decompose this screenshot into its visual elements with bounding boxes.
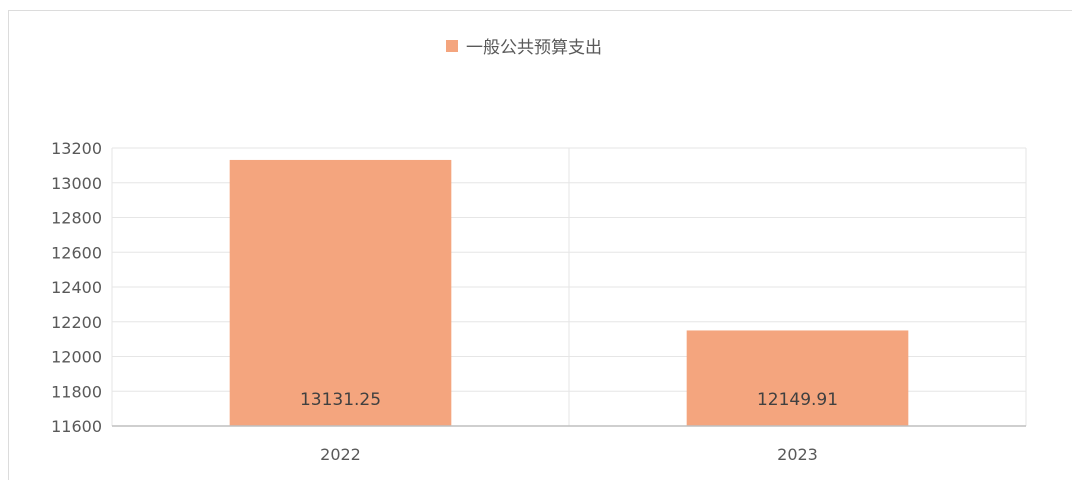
y-tick-label: 12200 [51, 313, 102, 332]
x-tick-label-2022: 2022 [320, 445, 361, 464]
y-tick-label: 12000 [51, 348, 102, 367]
y-tick-label: 11800 [51, 382, 102, 401]
bar-2023 [686, 330, 909, 426]
legend: 一般公共预算支出 [446, 33, 602, 58]
data-label-2023: 12149.91 [757, 390, 838, 410]
legend-label: 一般公共预算支出 [466, 38, 602, 58]
y-tick-label: 12800 [51, 209, 102, 228]
y-tick-label: 13200 [51, 139, 102, 158]
data-label-2022: 13131.25 [300, 390, 381, 410]
y-tick-label: 11600 [51, 417, 102, 436]
bars [229, 159, 909, 426]
labels: 11600 11800 12000 12200 12400 12600 12800 13000… [51, 139, 838, 464]
y-tick-label: 13000 [51, 174, 102, 193]
x-tick-label-2023: 2023 [777, 445, 818, 464]
bar-2022 [229, 159, 452, 426]
chart-frame [8, 10, 1072, 480]
legend-swatch [446, 39, 458, 52]
y-tick-label: 12600 [51, 243, 102, 262]
y-tick-label: 12400 [51, 278, 102, 297]
